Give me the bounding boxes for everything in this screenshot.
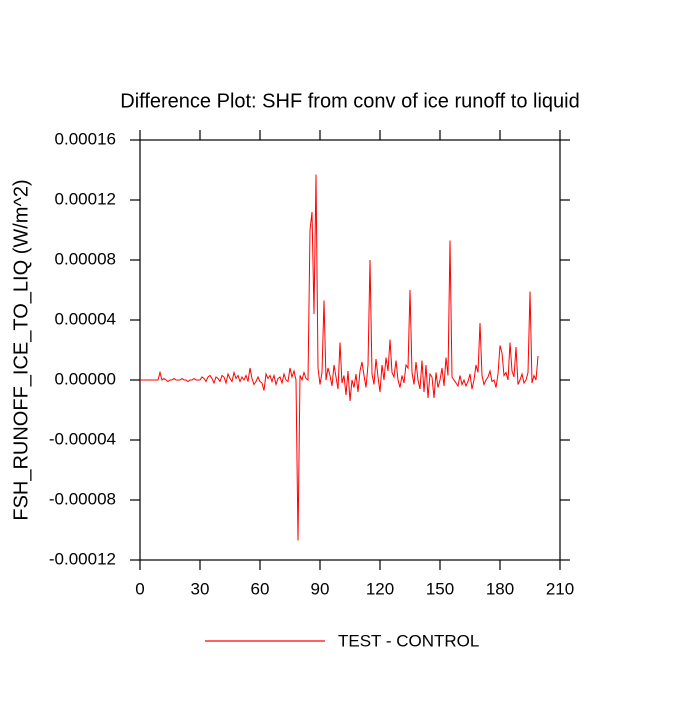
y-axis-label: FSH_RUNOFF_ICE_TO_LIQ (W/m^2) bbox=[10, 179, 32, 520]
y-tick-label: -0.00004 bbox=[49, 429, 116, 448]
x-tick-label: 60 bbox=[251, 579, 270, 598]
x-tick-label: 30 bbox=[191, 579, 210, 598]
y-tick-label: 0.00012 bbox=[55, 189, 116, 208]
y-tick-label: 0.00008 bbox=[55, 249, 116, 268]
y-tick-label: 0.00004 bbox=[55, 309, 116, 328]
x-tick-label: 90 bbox=[311, 579, 330, 598]
x-tick-label: 0 bbox=[135, 579, 144, 598]
x-tick-label: 120 bbox=[366, 579, 394, 598]
x-tick-label: 180 bbox=[486, 579, 514, 598]
plot-frame bbox=[139, 139, 561, 561]
chart-title: Difference Plot: SHF from conv of ice ru… bbox=[120, 90, 579, 112]
y-tick-label: 0.00016 bbox=[55, 129, 116, 148]
y-tick-label: 0.00000 bbox=[55, 369, 116, 388]
data-line bbox=[140, 174, 539, 541]
legend-label: TEST - CONTROL bbox=[338, 631, 479, 650]
x-tick-label: 150 bbox=[426, 579, 454, 598]
y-tick-label: -0.00012 bbox=[49, 549, 116, 568]
y-tick-label: -0.00008 bbox=[49, 489, 116, 508]
x-tick-label: 210 bbox=[546, 579, 574, 598]
